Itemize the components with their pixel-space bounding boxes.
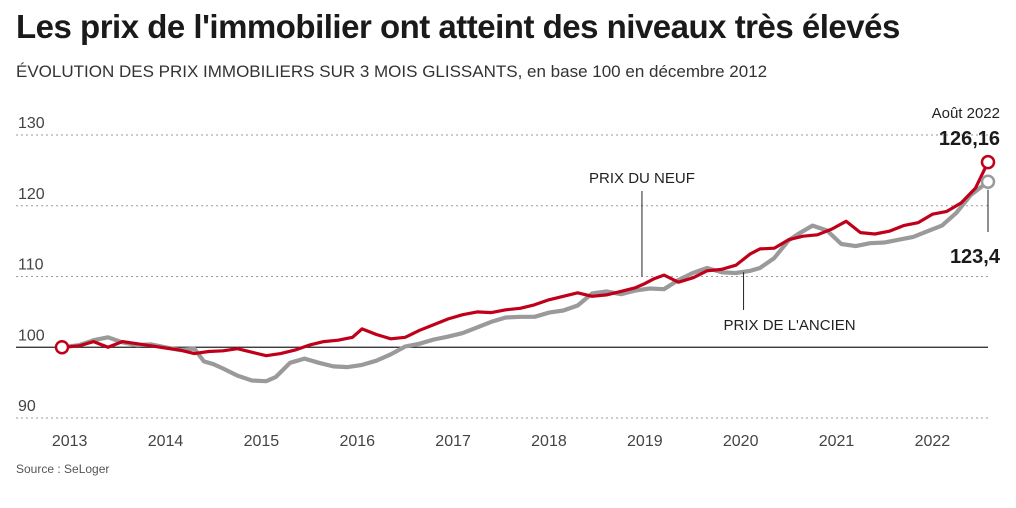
x-tick-2015: 2015 — [244, 433, 280, 450]
y-tick-120: 120 — [18, 186, 45, 203]
y-tick-90: 90 — [18, 398, 36, 415]
x-tick-2019: 2019 — [627, 433, 663, 450]
y-tick-labels: 90 100 110 120 130 — [18, 115, 45, 415]
chart-title: Les prix de l'immobilier ont atteint des… — [16, 8, 900, 45]
series-lines — [59, 160, 991, 384]
end-date-label: Août 2022 — [932, 105, 1000, 122]
neuf-series-label: PRIX DU NEUF — [589, 170, 695, 187]
ancien-end-value: 123,4 — [950, 246, 1001, 268]
x-tick-2014: 2014 — [148, 433, 184, 450]
grid-lines — [16, 134, 988, 419]
x-tick-2013: 2013 — [52, 433, 88, 450]
neuf-end-value: 126,16 — [939, 128, 1000, 150]
end-marker-neuf — [980, 154, 996, 170]
x-tick-2020: 2020 — [723, 433, 759, 450]
x-tick-2017: 2017 — [435, 433, 471, 450]
start-marker — [54, 340, 70, 355]
x-tick-2016: 2016 — [339, 433, 375, 450]
series-line-neuf — [60, 160, 990, 358]
end-marker-ancien — [980, 174, 996, 189]
x-tick-2022: 2022 — [915, 433, 951, 450]
y-tick-130: 130 — [18, 115, 45, 132]
ancien-series-label: PRIX DE L'ANCIEN — [724, 317, 856, 334]
x-tick-labels: 2013 2014 2015 2016 2017 2018 2019 2020 2021 2022 — [52, 433, 950, 450]
x-tick-2021: 2021 — [819, 433, 855, 450]
y-tick-110: 110 — [18, 257, 44, 274]
x-tick-2018: 2018 — [531, 433, 567, 450]
end-markers — [54, 154, 996, 355]
chart-subtitle: ÉVOLUTION DES PRIX IMMOBILIERS SUR 3 MOI… — [16, 62, 768, 81]
y-tick-100: 100 — [18, 327, 45, 344]
source-note: Source : SeLoger — [16, 462, 110, 476]
